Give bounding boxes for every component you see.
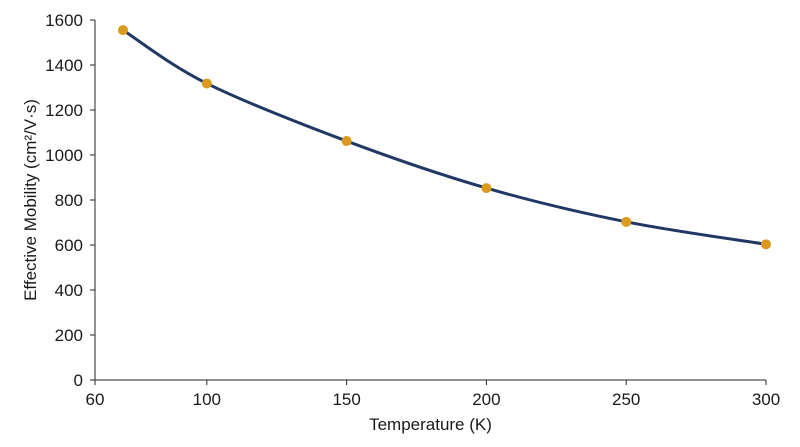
y-tick-label: 400	[55, 281, 83, 300]
y-axis-title: Effective Mobility (cm²/V·s)	[21, 99, 40, 301]
y-tick-label: 1600	[45, 11, 83, 30]
x-tick-label: 150	[332, 390, 360, 409]
data-point	[481, 183, 492, 194]
x-axis-title: Temperature (K)	[369, 415, 492, 434]
x-tick-label: 100	[193, 390, 221, 409]
series-line	[121, 28, 768, 246]
y-tick-label: 800	[55, 191, 83, 210]
series-layer	[117, 25, 771, 250]
data-point	[117, 25, 128, 36]
y-tick-label: 200	[55, 326, 83, 345]
x-tick-label: 250	[612, 390, 640, 409]
x-axis-ticks: 60 100 150 200 250 300	[86, 380, 780, 409]
data-point	[621, 216, 632, 227]
y-tick-label: 1400	[45, 56, 83, 75]
y-tick-label: 1200	[45, 101, 83, 120]
x-tick-label: 60	[86, 390, 105, 409]
data-point	[341, 136, 352, 147]
y-tick-label: 0	[74, 371, 83, 390]
y-tick-label: 600	[55, 236, 83, 255]
y-tick-label: 1000	[45, 146, 83, 165]
x-tick-label: 300	[752, 390, 780, 409]
data-point	[201, 78, 212, 89]
data-point	[761, 239, 771, 250]
y-axis-ticks: 0 200 400 600 800 1000 1200 1400 1600	[45, 11, 95, 390]
x-tick-label: 200	[472, 390, 500, 409]
